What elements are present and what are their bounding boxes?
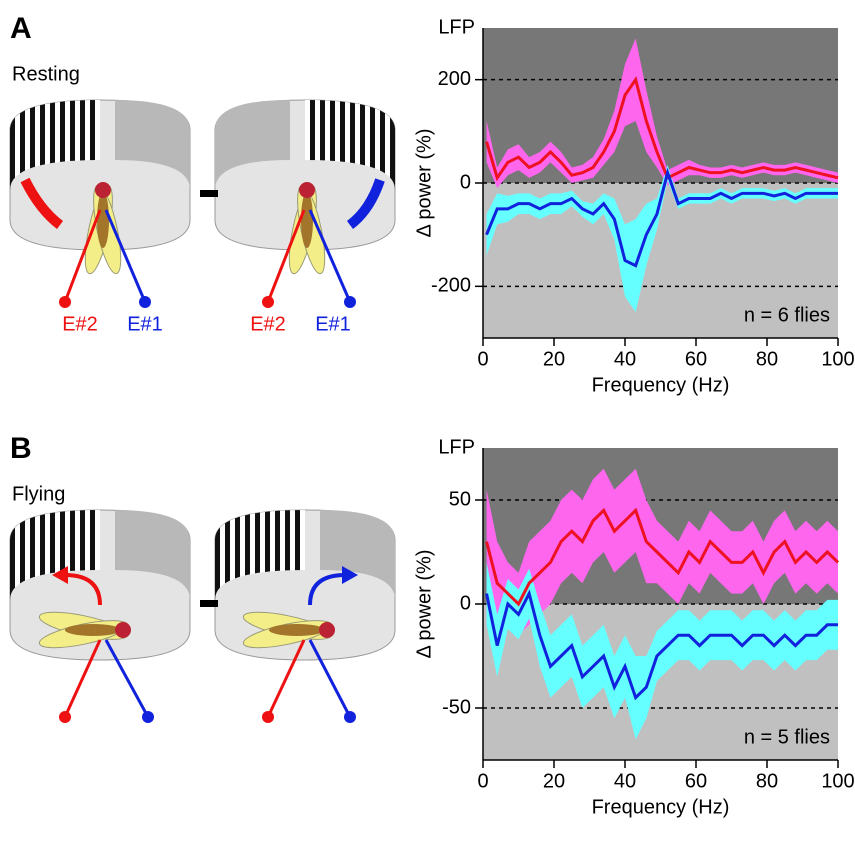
x-tick-label: 0 [477, 348, 488, 370]
x-tick-label: 40 [614, 770, 636, 792]
series-line [485, 589, 838, 701]
y-tick-label: 0 [460, 171, 471, 193]
x-tick-label: 40 [614, 348, 636, 370]
x-tick-label: 100 [821, 348, 854, 370]
electrode-label: E#1 [127, 313, 163, 335]
x-tick-label: 60 [685, 348, 707, 370]
diagram-b [9, 509, 396, 723]
y-tick-label: -50 [442, 696, 471, 718]
x-tick-label: 100 [821, 770, 854, 792]
electrode-label: E#2 [250, 313, 286, 335]
condition-label: Flying [12, 483, 65, 505]
series-line [485, 167, 838, 268]
series-line [485, 507, 840, 607]
panel-label: A [10, 12, 32, 45]
y-tick-label: 200 [438, 68, 471, 90]
y-tick-label: 50 [449, 488, 471, 510]
x-tick-label: 80 [756, 348, 778, 370]
diagram-a [9, 99, 396, 308]
series-line [485, 76, 839, 182]
electrode-label: E#2 [62, 313, 98, 335]
y-axis-label: Δ power (%) [413, 550, 435, 659]
axis-title: LFP [438, 16, 475, 38]
x-tick-label: 80 [756, 770, 778, 792]
y-axis-label: Δ power (%) [413, 129, 435, 238]
x-tick-label: 20 [543, 770, 565, 792]
x-tick-label: 20 [543, 348, 565, 370]
error-band [486, 38, 838, 189]
annotation: n = 6 flies [744, 304, 830, 326]
panel-label: B [10, 432, 32, 465]
x-tick-label: 0 [477, 770, 488, 792]
y-tick-label: 0 [460, 592, 471, 614]
error-band [486, 468, 838, 636]
annotation: n = 5 flies [744, 726, 830, 748]
x-axis-label: Frequency (Hz) [592, 374, 730, 396]
y-tick-label: -200 [431, 275, 471, 297]
axis-title: LFP [438, 436, 475, 458]
x-tick-label: 60 [685, 770, 707, 792]
x-axis-label: Frequency (Hz) [592, 796, 730, 818]
condition-label: Resting [12, 63, 80, 85]
electrode-label: E#1 [315, 313, 351, 335]
